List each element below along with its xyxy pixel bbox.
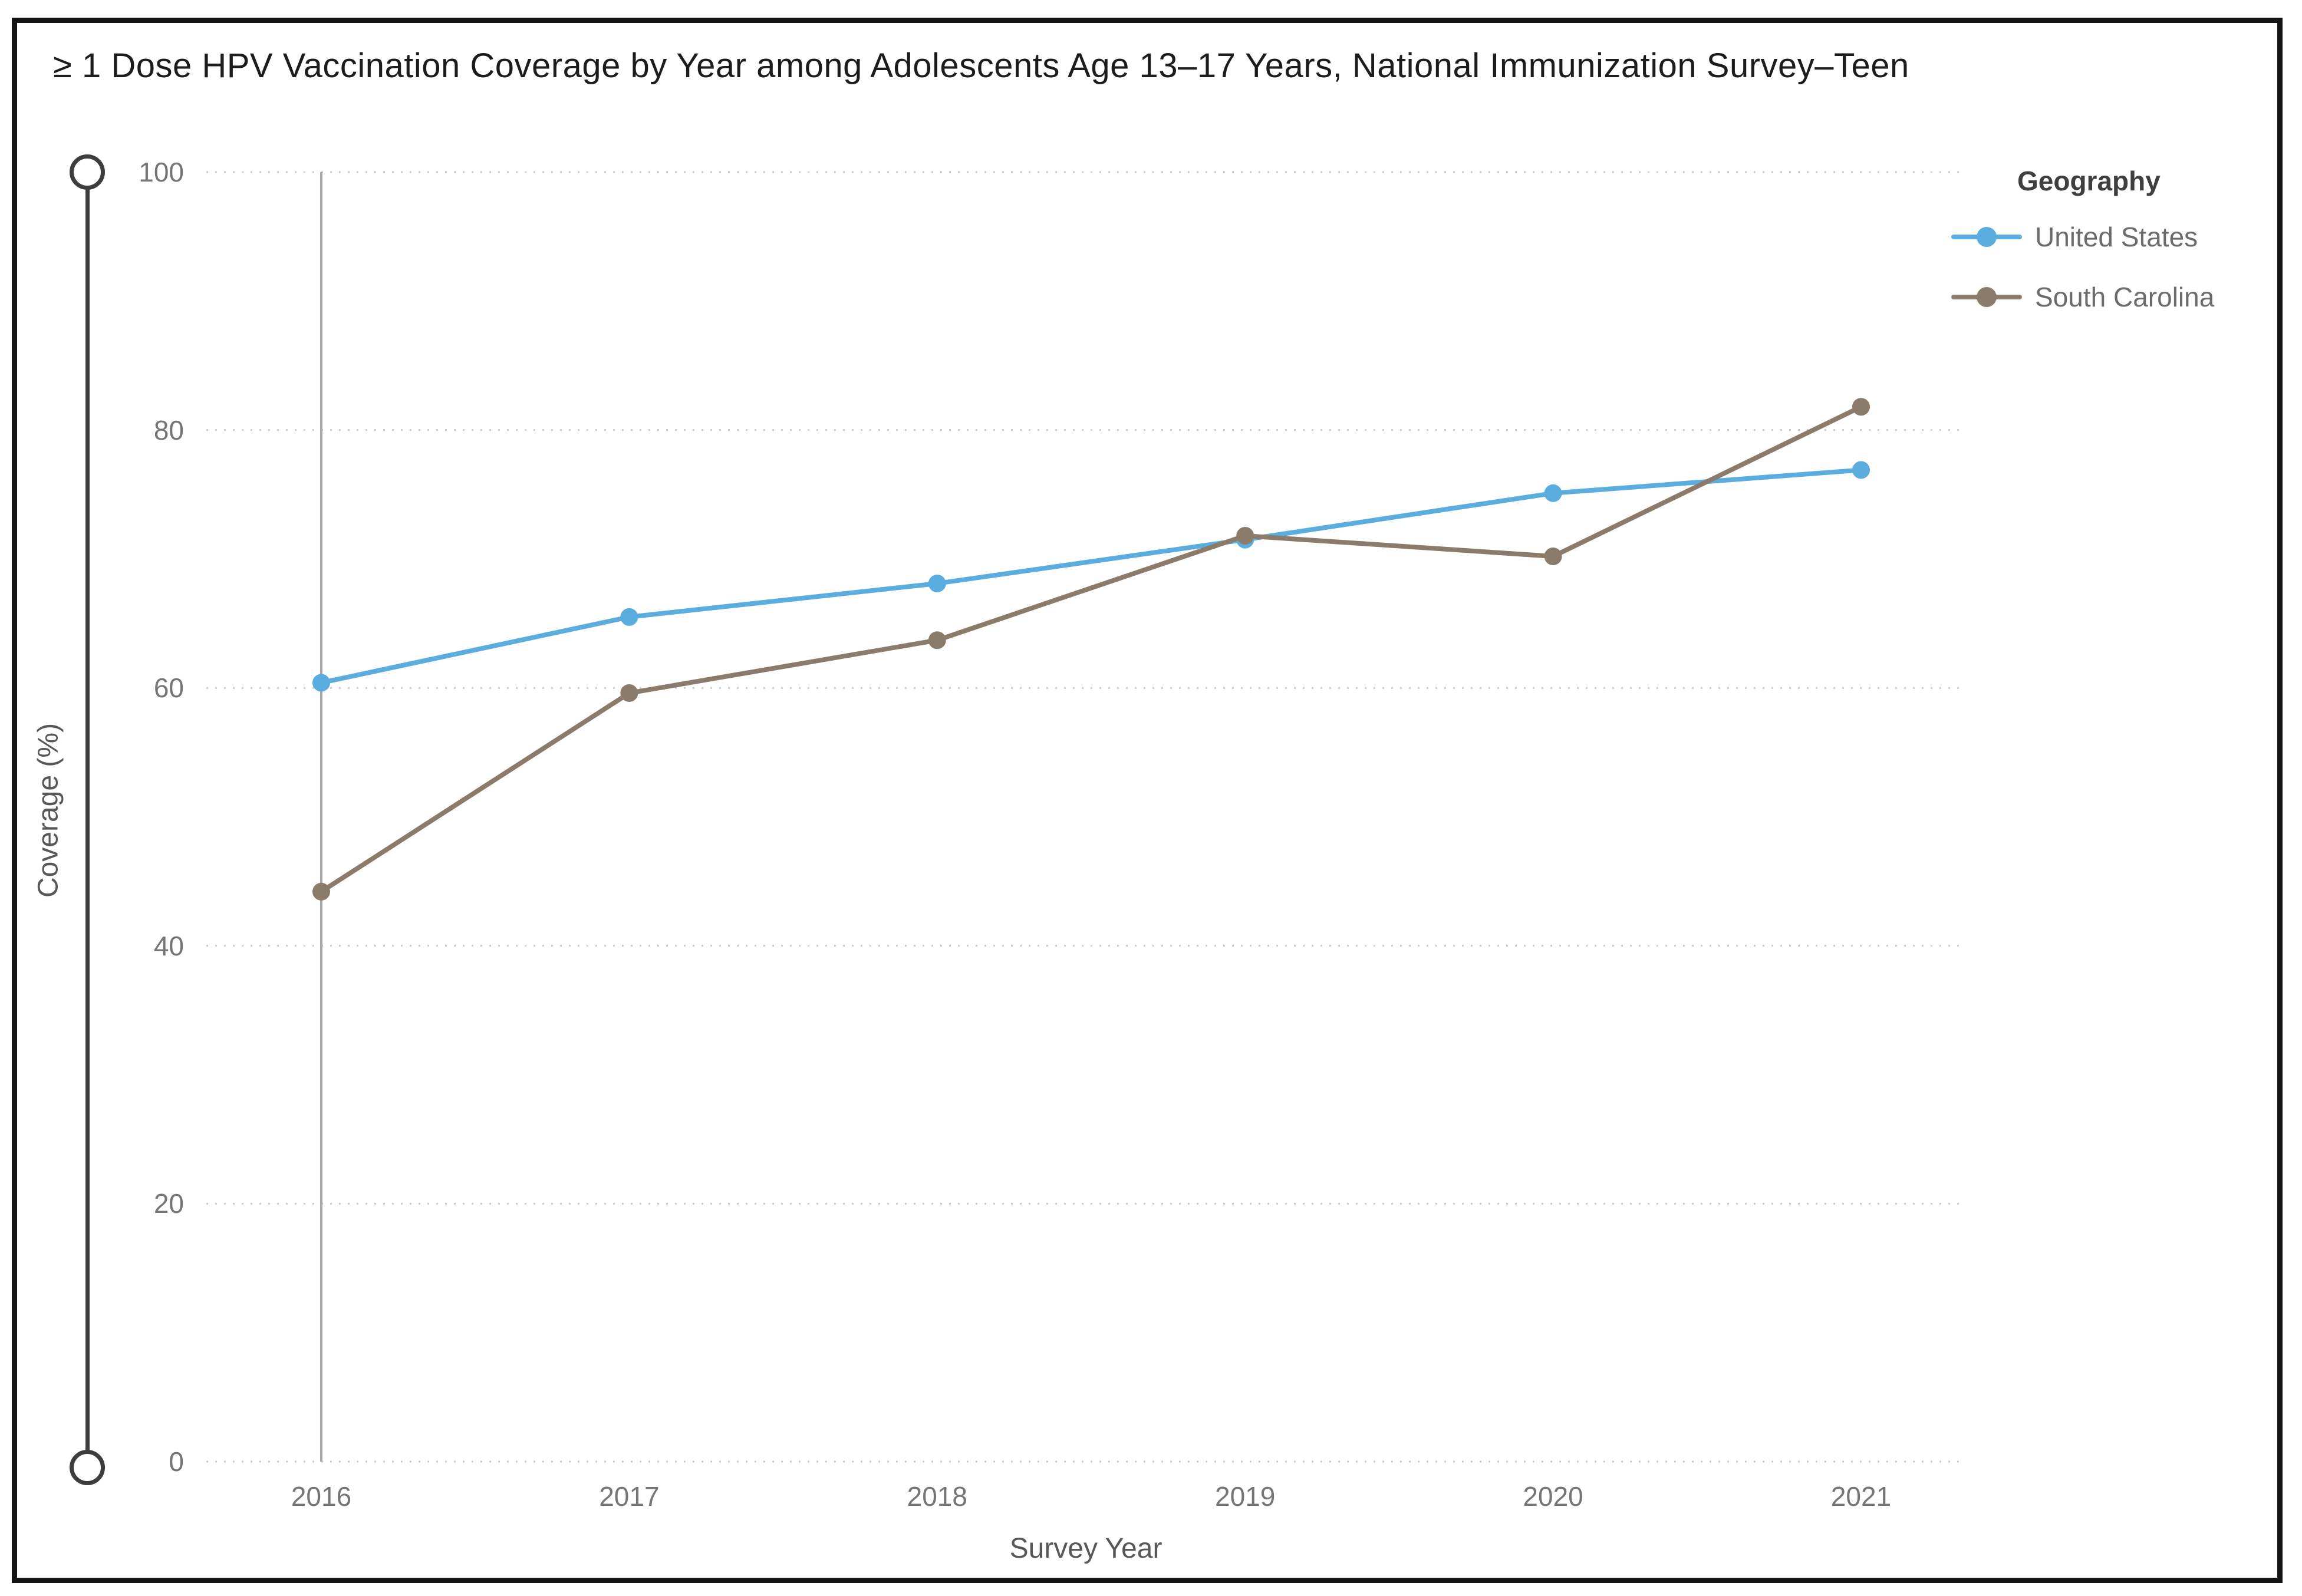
data-point-south-carolina-2018[interactable] xyxy=(928,631,946,649)
y-tick-label-60: 60 xyxy=(153,672,184,704)
legend-marker-united-states xyxy=(1951,219,2022,255)
legend-title: Geography xyxy=(2017,166,2161,196)
y-axis-range-slider-track[interactable] xyxy=(85,172,90,1468)
data-point-united-states-2020[interactable] xyxy=(1544,484,1562,502)
x-tick-label-2021: 2021 xyxy=(1830,1481,1892,1512)
legend-label-south-carolina: South Carolina xyxy=(2035,282,2215,312)
data-point-south-carolina-2019[interactable] xyxy=(1236,527,1254,545)
data-point-south-carolina-2021[interactable] xyxy=(1852,398,1870,416)
legend-label-united-states: United States xyxy=(2035,222,2198,252)
chart-frame-border xyxy=(12,18,2283,1583)
x-axis-title: Survey Year xyxy=(1009,1533,1162,1564)
legend-marker-south-carolina xyxy=(1951,279,2022,315)
data-point-south-carolina-2017[interactable] xyxy=(620,684,638,702)
x-tick-label-2016: 2016 xyxy=(291,1481,352,1512)
legend-item-south-carolina[interactable]: South Carolina xyxy=(1951,279,2214,315)
legend: Geography United States South Carolina xyxy=(1951,165,2214,339)
x-tick-label-2018: 2018 xyxy=(907,1481,967,1512)
y-axis-slider-handle-min[interactable] xyxy=(70,1450,105,1485)
data-point-united-states-2016[interactable] xyxy=(312,674,330,692)
y-tick-label-20: 20 xyxy=(153,1188,184,1219)
data-point-united-states-2021[interactable] xyxy=(1852,461,1870,479)
legend-item-united-states[interactable]: United States xyxy=(1951,219,2214,255)
x-tick-label-2019: 2019 xyxy=(1215,1481,1276,1512)
chart-title: ≥ 1 Dose HPV Vaccination Coverage by Yea… xyxy=(53,47,1909,85)
x-tick-label-2020: 2020 xyxy=(1523,1481,1583,1512)
y-tick-label-0: 0 xyxy=(169,1446,184,1477)
data-point-south-carolina-2020[interactable] xyxy=(1544,548,1562,566)
x-tick-label-2017: 2017 xyxy=(599,1481,660,1512)
y-tick-label-40: 40 xyxy=(153,930,184,961)
y-tick-label-80: 80 xyxy=(153,414,184,446)
y-axis-slider-handle-max[interactable] xyxy=(70,154,105,190)
y-axis-title: Coverage (%) xyxy=(32,723,64,898)
y-tick-label-100: 100 xyxy=(139,157,184,187)
data-point-south-carolina-2016[interactable] xyxy=(312,882,330,901)
data-point-united-states-2018[interactable] xyxy=(928,574,946,592)
data-point-united-states-2017[interactable] xyxy=(620,608,638,626)
